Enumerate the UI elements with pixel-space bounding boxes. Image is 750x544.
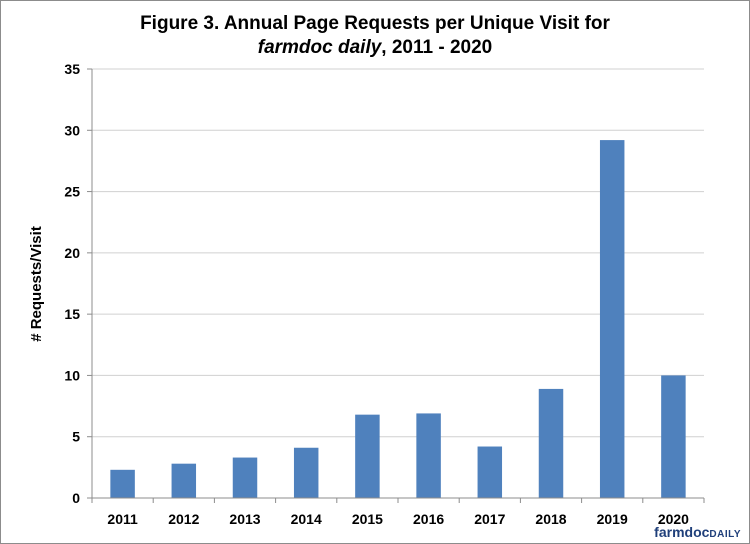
y-tick-label: 35	[64, 61, 80, 77]
x-tick-label: 2014	[291, 511, 322, 527]
x-tick-label: 2011	[107, 511, 138, 527]
chart-title-line1: Figure 3. Annual Page Requests per Uniqu…	[140, 13, 610, 34]
x-tick-label: 2018	[535, 511, 566, 527]
x-tick-label: 2012	[168, 511, 199, 527]
x-tick-label: 2017	[474, 511, 505, 527]
bar	[477, 446, 503, 498]
y-tick-label: 25	[64, 184, 80, 200]
logo-text-daily: DAILY	[709, 529, 741, 540]
x-tick-label: 2019	[597, 511, 628, 527]
y-tick-label: 10	[64, 367, 80, 383]
bar	[416, 413, 441, 498]
x-tick-label: 2020	[658, 511, 689, 527]
chart-title-line2: farmdoc daily, 2011 - 2020	[258, 37, 492, 58]
y-tick-label: 15	[64, 306, 80, 322]
bar	[171, 463, 197, 498]
x-tick-label: 2016	[413, 511, 444, 527]
y-tick-labels: 0 5 10 15 20 25 30 35	[64, 61, 80, 506]
y-tick-label: 0	[72, 490, 80, 506]
bar	[599, 140, 625, 498]
bars	[110, 140, 686, 498]
axes	[87, 68, 705, 503]
bar	[110, 469, 135, 498]
bar	[293, 447, 319, 498]
farmdoc-daily-logo: farmdocDAILY	[654, 524, 741, 540]
gridlines	[92, 68, 704, 438]
chart-title-italic: farmdoc daily	[258, 37, 383, 58]
y-axis-label: # Requests/Visit	[28, 226, 45, 342]
y-tick-label: 30	[64, 122, 80, 138]
bar	[232, 457, 258, 498]
chart-title-rest: , 2011 - 2020	[381, 37, 492, 58]
bar	[355, 414, 380, 498]
y-tick-label: 5	[72, 429, 80, 445]
logo-text-farmdoc: farmdoc	[654, 524, 709, 540]
x-tick-label: 2015	[352, 511, 383, 527]
y-tick-label: 20	[64, 245, 80, 261]
bar	[538, 388, 564, 498]
bar	[661, 375, 686, 498]
x-tick-label: 2013	[229, 511, 260, 527]
x-tick-labels: 2011 2012 2013 2014 2015 2016 2017 2018 2019 2020	[107, 511, 689, 527]
